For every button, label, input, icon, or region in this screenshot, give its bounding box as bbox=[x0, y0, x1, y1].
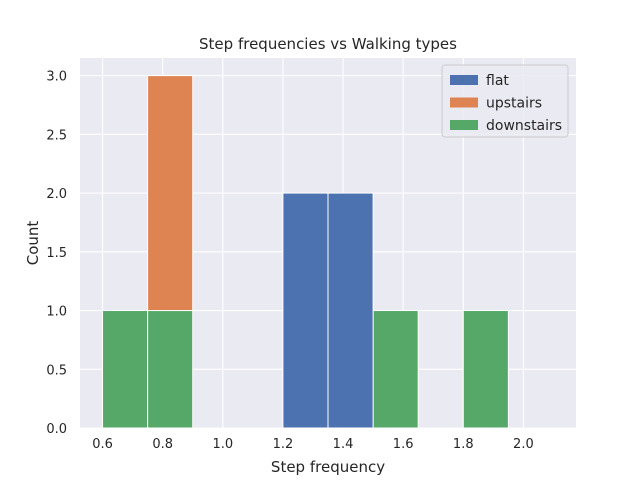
x-tick-label: 0.6 bbox=[92, 437, 113, 452]
bars bbox=[102, 75, 509, 429]
x-axis-label: Step frequency bbox=[271, 458, 385, 476]
x-tick-label: 1.8 bbox=[453, 437, 474, 452]
y-tick-label: 0.0 bbox=[46, 422, 67, 437]
legend-swatch-downstairs bbox=[450, 120, 478, 130]
bar-upstairs-bin-1 bbox=[147, 75, 194, 312]
x-tick-label: 1.2 bbox=[273, 437, 294, 452]
y-tick-label: 2.0 bbox=[46, 187, 67, 202]
x-axis-ticks: 0.6 0.8 1.0 1.2 1.4 1.6 1.8 2.0 bbox=[92, 437, 534, 452]
legend-label-downstairs: downstairs bbox=[486, 118, 562, 134]
bar-downstairs-bin-0 bbox=[102, 310, 149, 429]
chart-title: Step frequencies vs Walking types bbox=[199, 35, 457, 53]
x-tick-label: 0.8 bbox=[152, 437, 173, 452]
y-axis-label: Count bbox=[24, 221, 42, 266]
bar-flat-bin-4 bbox=[282, 192, 329, 429]
bar-downstairs-bin-6 bbox=[372, 310, 419, 429]
y-tick-label: 1.0 bbox=[46, 305, 67, 320]
legend-swatch-upstairs bbox=[450, 97, 478, 108]
legend-swatch-flat bbox=[450, 75, 478, 85]
bar-downstairs-bin-1 bbox=[147, 310, 194, 429]
y-axis-ticks: 0.0 0.5 1.0 1.5 2.0 2.5 3.0 bbox=[46, 70, 67, 437]
x-tick-label: 1.6 bbox=[393, 437, 414, 452]
y-tick-label: 3.0 bbox=[46, 70, 67, 85]
y-tick-label: 1.5 bbox=[46, 246, 67, 261]
y-tick-label: 2.5 bbox=[46, 128, 67, 143]
x-tick-label: 2.0 bbox=[513, 437, 534, 452]
bar-downstairs-bin-8 bbox=[462, 310, 509, 429]
x-tick-label: 1.0 bbox=[212, 437, 233, 452]
bar-flat-bin-5 bbox=[327, 192, 374, 429]
legend: flat upstairs downstairs bbox=[441, 64, 569, 138]
x-tick-label: 1.4 bbox=[333, 437, 354, 452]
legend-label-upstairs: upstairs bbox=[486, 96, 542, 112]
legend-label-flat: flat bbox=[486, 73, 509, 89]
y-tick-label: 0.5 bbox=[46, 363, 67, 378]
